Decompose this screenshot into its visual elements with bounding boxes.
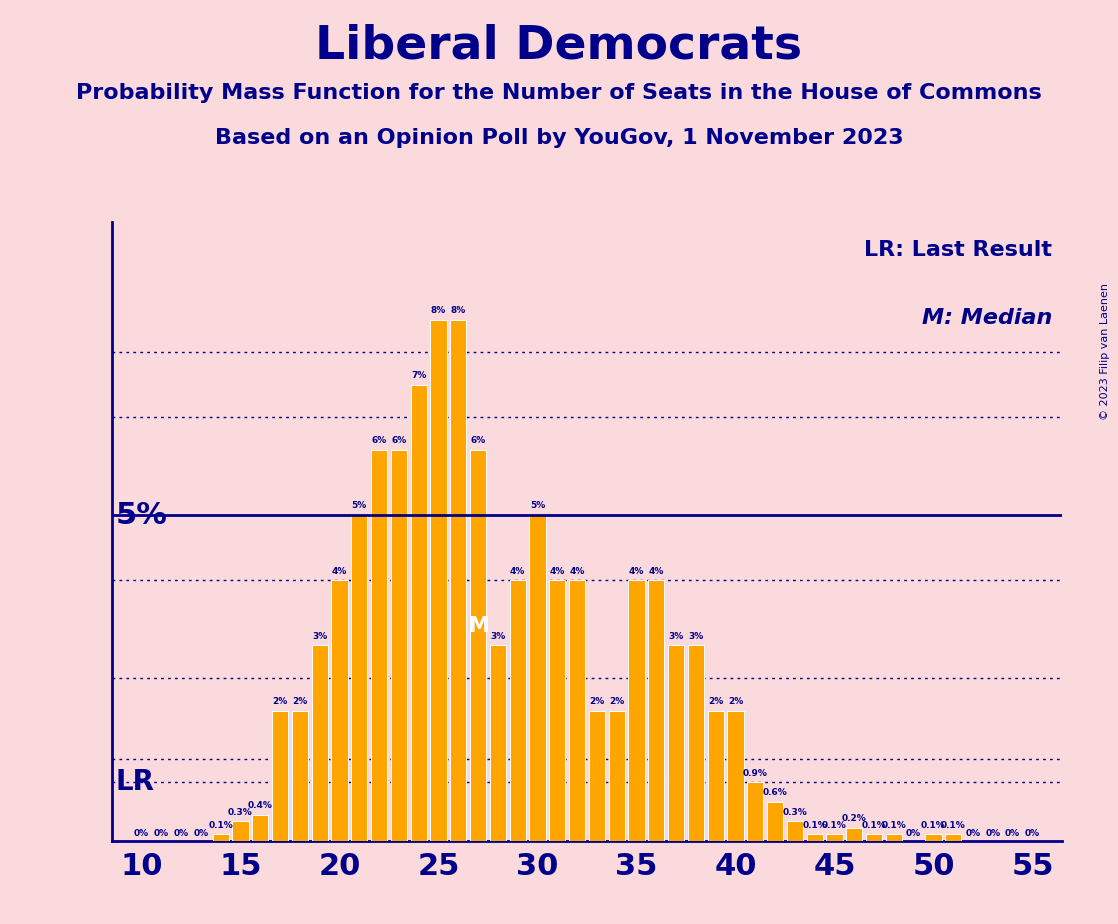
Bar <box>767 802 783 841</box>
Text: Probability Mass Function for the Number of Seats in the House of Commons: Probability Mass Function for the Number… <box>76 83 1042 103</box>
Text: 7%: 7% <box>411 371 426 380</box>
Text: 0.1%: 0.1% <box>208 821 233 830</box>
Text: 3%: 3% <box>689 632 703 640</box>
Text: 0.9%: 0.9% <box>742 769 768 778</box>
Bar <box>253 815 268 841</box>
Bar <box>787 821 803 841</box>
Bar <box>272 711 288 841</box>
Text: 0%: 0% <box>985 829 1001 837</box>
Text: 0%: 0% <box>966 829 980 837</box>
Bar <box>648 580 664 841</box>
Bar <box>549 580 566 841</box>
Text: 4%: 4% <box>628 566 644 576</box>
Text: 2%: 2% <box>292 697 307 706</box>
Bar <box>589 711 605 841</box>
Text: 0.6%: 0.6% <box>762 788 787 797</box>
Text: 0.4%: 0.4% <box>248 801 273 810</box>
Bar <box>490 645 506 841</box>
Bar <box>728 711 743 841</box>
Text: 4%: 4% <box>510 566 525 576</box>
Text: 0.1%: 0.1% <box>862 821 887 830</box>
Text: 2%: 2% <box>708 697 723 706</box>
Text: 0%: 0% <box>1025 829 1040 837</box>
Bar <box>866 834 882 841</box>
Bar <box>391 450 407 841</box>
Bar <box>233 821 248 841</box>
Bar <box>510 580 525 841</box>
Bar <box>430 320 446 841</box>
Text: 8%: 8% <box>430 306 446 315</box>
Text: 0.1%: 0.1% <box>822 821 846 830</box>
Text: 5%: 5% <box>530 502 546 510</box>
Text: 0%: 0% <box>134 829 149 837</box>
Text: Based on an Opinion Poll by YouGov, 1 November 2023: Based on an Opinion Poll by YouGov, 1 No… <box>215 128 903 148</box>
Text: 0.1%: 0.1% <box>941 821 966 830</box>
Text: M: Median: M: Median <box>922 309 1052 328</box>
Text: 8%: 8% <box>451 306 466 315</box>
Bar <box>292 711 307 841</box>
Text: 5%: 5% <box>116 501 168 529</box>
Bar <box>846 828 862 841</box>
Bar <box>667 645 684 841</box>
Text: 2%: 2% <box>728 697 743 706</box>
Bar <box>529 515 546 841</box>
Bar <box>885 834 902 841</box>
Text: 3%: 3% <box>312 632 328 640</box>
Text: 2%: 2% <box>273 697 287 706</box>
Bar <box>312 645 328 841</box>
Text: 0%: 0% <box>154 829 169 837</box>
Bar <box>608 711 625 841</box>
Text: © 2023 Filip van Laenen: © 2023 Filip van Laenen <box>1100 283 1110 419</box>
Bar <box>410 384 427 841</box>
Bar <box>569 580 585 841</box>
Bar <box>628 580 645 841</box>
Text: Liberal Democrats: Liberal Democrats <box>315 23 803 68</box>
Text: 0%: 0% <box>1005 829 1020 837</box>
Text: 0.3%: 0.3% <box>783 808 807 817</box>
Bar <box>351 515 368 841</box>
Text: 0%: 0% <box>173 829 189 837</box>
Bar <box>708 711 723 841</box>
Bar <box>451 320 466 841</box>
Text: 4%: 4% <box>332 566 348 576</box>
Bar <box>688 645 704 841</box>
Text: 3%: 3% <box>490 632 505 640</box>
Text: 4%: 4% <box>648 566 664 576</box>
Text: 4%: 4% <box>569 566 585 576</box>
Text: 0.3%: 0.3% <box>228 808 253 817</box>
Text: 0.1%: 0.1% <box>921 821 946 830</box>
Text: 6%: 6% <box>471 436 485 445</box>
Text: 2%: 2% <box>609 697 624 706</box>
Bar <box>826 834 843 841</box>
Bar <box>212 834 229 841</box>
Bar <box>747 783 764 841</box>
Text: 0.2%: 0.2% <box>842 814 866 823</box>
Bar <box>331 580 348 841</box>
Text: 2%: 2% <box>589 697 605 706</box>
Text: LR: Last Result: LR: Last Result <box>864 240 1052 261</box>
Text: 3%: 3% <box>669 632 684 640</box>
Text: 4%: 4% <box>550 566 565 576</box>
Text: 5%: 5% <box>352 502 367 510</box>
Bar <box>926 834 941 841</box>
Text: 6%: 6% <box>371 436 387 445</box>
Text: M: M <box>467 615 489 636</box>
Bar <box>806 834 823 841</box>
Bar <box>371 450 387 841</box>
Text: LR: LR <box>116 768 154 796</box>
Bar <box>470 450 486 841</box>
Text: 0.1%: 0.1% <box>881 821 907 830</box>
Text: 6%: 6% <box>391 436 407 445</box>
Text: 0.1%: 0.1% <box>803 821 827 830</box>
Text: 0%: 0% <box>193 829 208 837</box>
Bar <box>945 834 961 841</box>
Text: 0%: 0% <box>906 829 921 837</box>
